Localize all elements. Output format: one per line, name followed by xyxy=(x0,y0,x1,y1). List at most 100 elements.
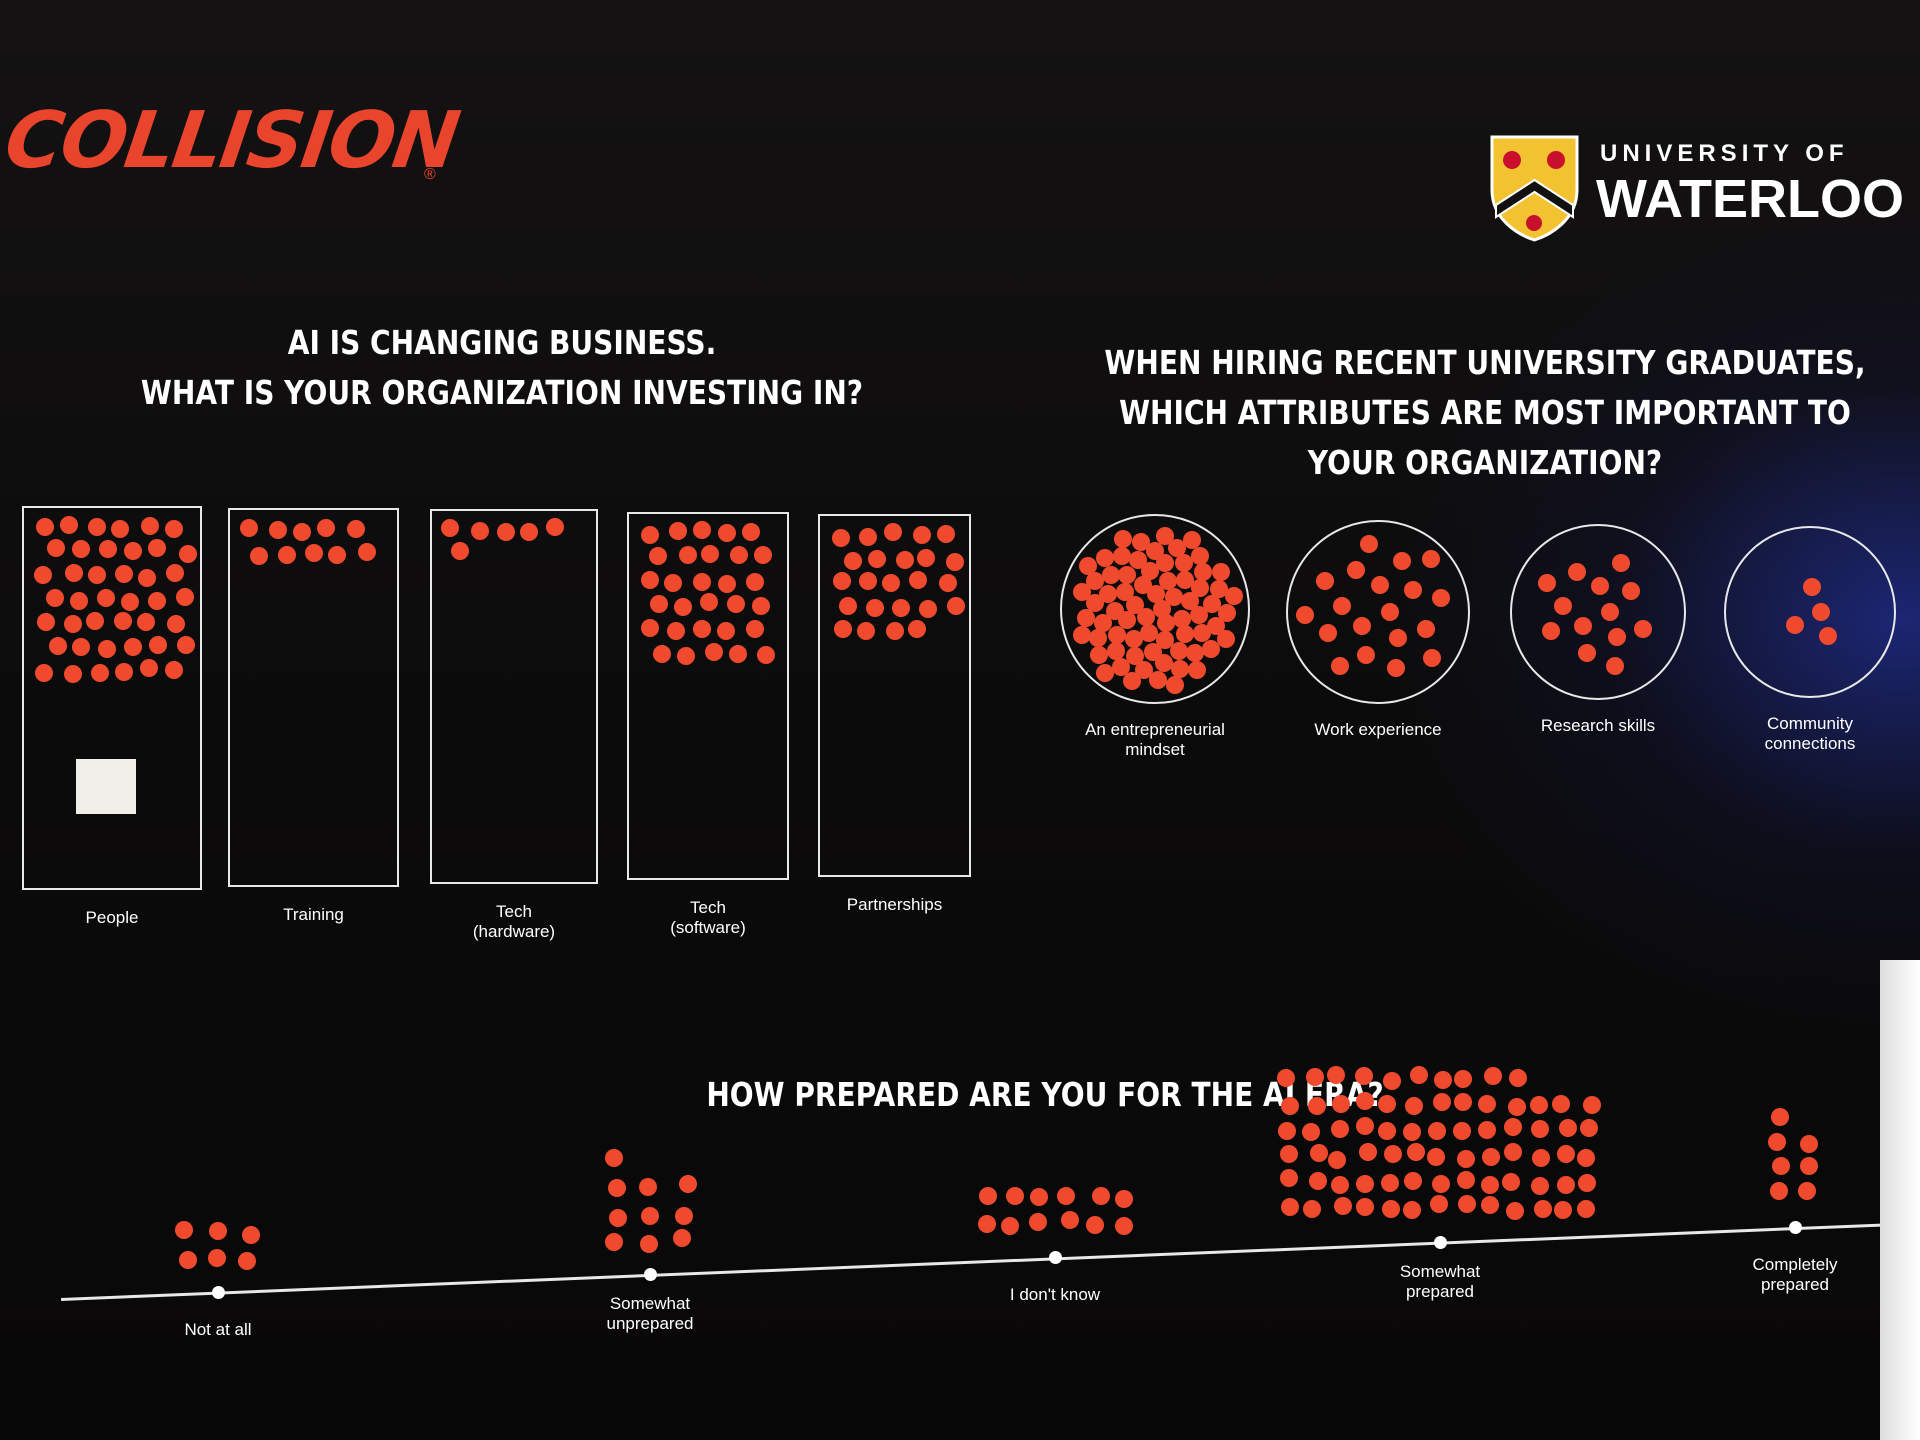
label-partnerships: Partnerships xyxy=(846,895,943,914)
circle-community-connections xyxy=(1724,526,1896,698)
vote-dot xyxy=(1319,623,1338,642)
vote-dot xyxy=(729,545,748,564)
vote-dot xyxy=(249,546,268,565)
vote-dot xyxy=(833,620,852,639)
vote-dot xyxy=(1402,1123,1421,1142)
vote-dot xyxy=(1305,1068,1324,1087)
vote-dot xyxy=(1434,1070,1453,1089)
vote-dot xyxy=(1192,624,1211,643)
vote-dot xyxy=(1454,1069,1473,1088)
vote-dot xyxy=(69,591,88,610)
vote-dot xyxy=(832,528,851,547)
vote-dot xyxy=(1159,571,1178,590)
vote-dot xyxy=(1330,657,1349,676)
vote-dot xyxy=(1577,1199,1596,1218)
box-training xyxy=(228,508,399,887)
vote-dot xyxy=(1089,646,1108,665)
vote-dot xyxy=(1175,554,1194,573)
vote-dot xyxy=(175,1220,194,1239)
vote-dot xyxy=(63,614,82,633)
vote-dot xyxy=(1139,623,1158,642)
vote-dot xyxy=(1147,584,1166,603)
vote-dot xyxy=(1086,571,1105,590)
vote-dot xyxy=(1405,1096,1424,1115)
vote-dot xyxy=(742,523,761,542)
vote-dot xyxy=(1480,1195,1499,1214)
vote-dot xyxy=(669,521,688,540)
vote-dot xyxy=(1803,577,1822,596)
vote-dot xyxy=(716,622,735,641)
vote-dot xyxy=(1360,534,1379,553)
vote-dot xyxy=(87,566,106,585)
vote-dot xyxy=(1508,1098,1527,1117)
vote-dot xyxy=(292,522,311,541)
investing-question-line-2: WHAT IS YOUR ORGANIZATION INVESTING IN? xyxy=(140,373,864,412)
university-label: UNIVERSITY OF xyxy=(1600,140,1849,167)
vote-dot xyxy=(1202,595,1221,614)
vote-dot xyxy=(1428,1121,1447,1140)
vote-dot xyxy=(1089,629,1108,648)
vote-dot xyxy=(1060,1210,1079,1229)
vote-dot xyxy=(1355,1067,1374,1086)
vote-dot xyxy=(34,663,53,682)
vote-dot xyxy=(908,571,927,590)
vote-dot xyxy=(1105,601,1124,620)
vote-dot xyxy=(1458,1195,1477,1214)
label-i-don-t-know: I don't know xyxy=(1009,1285,1101,1305)
vote-dot xyxy=(1456,1150,1475,1169)
vote-dot xyxy=(1099,585,1118,604)
vote-dot xyxy=(1770,1181,1789,1200)
vote-dot xyxy=(1423,648,1442,667)
vote-dot xyxy=(907,619,926,638)
vote-dot xyxy=(745,619,764,638)
vote-dot xyxy=(1798,1181,1817,1200)
scale-marker xyxy=(1789,1221,1802,1235)
vote-dot xyxy=(164,661,183,680)
vote-dot xyxy=(717,523,736,542)
vote-dot xyxy=(358,542,377,561)
vote-dot xyxy=(1030,1187,1049,1206)
vote-dot xyxy=(1315,572,1334,591)
vote-dot xyxy=(1477,1121,1496,1140)
vote-dot xyxy=(676,646,695,665)
vote-dot xyxy=(237,1252,256,1271)
vote-dot xyxy=(1126,646,1145,665)
vote-dot xyxy=(1148,670,1167,689)
vote-dot xyxy=(1771,1157,1790,1176)
vote-dot xyxy=(121,592,140,611)
vote-dot xyxy=(1175,570,1194,589)
label-an-entrepreneurial-mindset: An entrepreneurial mindset xyxy=(1085,720,1225,759)
vote-dot xyxy=(1502,1172,1520,1191)
vote-dot xyxy=(137,613,156,632)
vote-dot xyxy=(1427,1148,1446,1167)
vote-dot xyxy=(46,539,65,558)
vote-dot xyxy=(1156,527,1175,546)
vote-dot xyxy=(90,664,109,683)
label-completely-prepared: Completely prepared xyxy=(1752,1255,1838,1295)
vote-dot xyxy=(1096,663,1115,682)
vote-dot xyxy=(1634,619,1653,638)
vote-dot xyxy=(1279,1168,1298,1187)
vote-dot xyxy=(1477,1094,1496,1113)
vote-dot xyxy=(679,1175,698,1194)
vote-dot xyxy=(692,521,711,540)
vote-dot xyxy=(605,1233,624,1252)
vote-dot xyxy=(857,621,876,640)
vote-dot xyxy=(64,664,83,683)
vote-dot xyxy=(1157,614,1176,633)
vote-dot xyxy=(1094,613,1113,632)
vote-dot xyxy=(938,574,957,593)
vote-dot xyxy=(546,518,564,537)
vote-dot xyxy=(1057,1186,1076,1205)
vote-dot xyxy=(638,1177,657,1196)
vote-dot xyxy=(1409,1066,1428,1085)
hiring-question-line-3: YOUR ORGANIZATION? xyxy=(1307,443,1663,482)
vote-dot xyxy=(1534,1199,1553,1218)
vote-dot xyxy=(1556,1175,1575,1194)
vote-dot xyxy=(1141,562,1160,581)
vote-dot xyxy=(1508,1069,1527,1088)
vote-dot xyxy=(1206,616,1225,635)
vote-dot xyxy=(1277,1122,1296,1141)
vote-dot xyxy=(1217,630,1236,649)
vote-dot xyxy=(1812,603,1831,621)
